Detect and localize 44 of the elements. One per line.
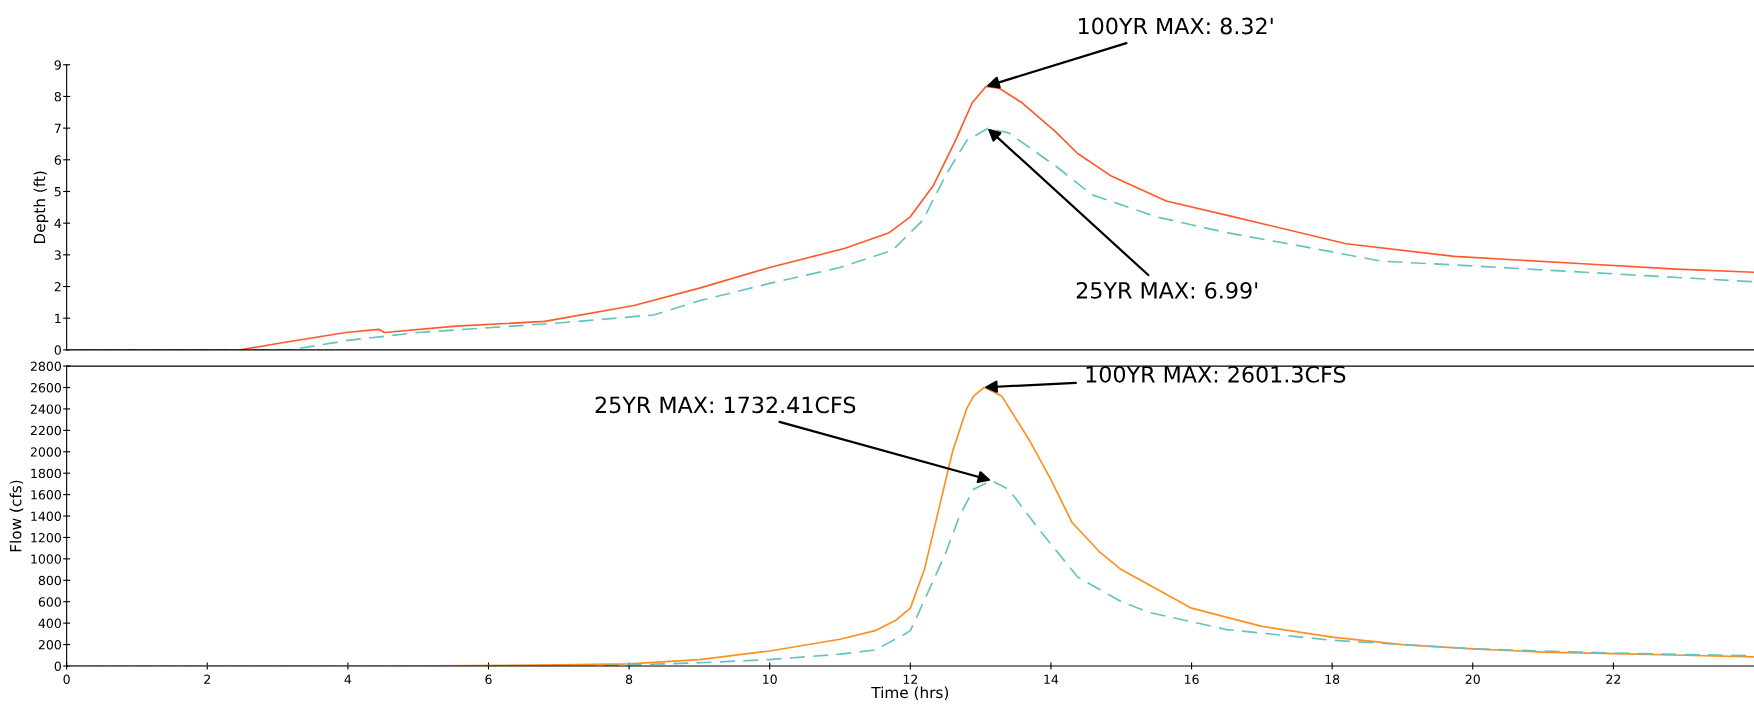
y-tick-label: 1600 bbox=[31, 490, 61, 500]
y-tick-label: 9 bbox=[54, 60, 61, 70]
y-tick-label: 2400 bbox=[30, 404, 61, 414]
y-tick-label: 2200 bbox=[30, 425, 61, 436]
y-tick-label: 2800 bbox=[30, 361, 61, 372]
x-tick-label: 4 bbox=[344, 674, 352, 684]
y-tick-label: 1800 bbox=[31, 468, 61, 479]
y-tick-label: 2600 bbox=[30, 382, 61, 393]
y-tick-label: 7 bbox=[54, 123, 61, 133]
x-tick-label: 6 bbox=[485, 674, 492, 684]
x-tick-label: 0 bbox=[63, 674, 70, 684]
y-tick-label: 6 bbox=[54, 155, 61, 165]
y-tick-label: 1 bbox=[55, 313, 61, 323]
y-tick-label: 600 bbox=[38, 597, 61, 607]
x-tick-label: 16 bbox=[1184, 674, 1199, 684]
annotation: 25YR MAX: 6.99' bbox=[1076, 281, 1258, 299]
x-tick-label: 20 bbox=[1465, 674, 1480, 684]
y-tick-label: 8 bbox=[54, 91, 61, 102]
y-tick-label: 2000 bbox=[30, 447, 61, 457]
x-tick-label: 8 bbox=[625, 674, 633, 684]
annotation: 100YR MAX: 8.32' bbox=[1078, 17, 1273, 35]
y-tick-label: 1000 bbox=[31, 554, 61, 564]
x-axis-title: Time (hrs) bbox=[871, 686, 949, 701]
x-tick-label: 2 bbox=[204, 674, 210, 684]
y-tick-label: 200 bbox=[38, 640, 61, 650]
annotation: 100YR MAX: 2601.3CFS bbox=[1086, 365, 1346, 383]
x-tick-label: 10 bbox=[763, 674, 777, 684]
y-tick-label: 1200 bbox=[31, 532, 61, 543]
y-axis-title: Flow (cfs) bbox=[9, 480, 24, 552]
y-tick-label: 0 bbox=[54, 661, 61, 671]
x-tick-label: 12 bbox=[903, 674, 918, 684]
y-tick-label: 4 bbox=[54, 218, 62, 228]
y-tick-label: 400 bbox=[38, 618, 61, 629]
y-tick-label: 2 bbox=[54, 282, 61, 292]
y-tick-label: 0 bbox=[54, 345, 61, 355]
y-tick-label: 800 bbox=[38, 575, 61, 586]
y-tick-label: 3 bbox=[54, 250, 61, 260]
y-tick-label: 5 bbox=[54, 187, 61, 197]
y-tick-label: 1400 bbox=[31, 511, 61, 521]
x-tick-label: 18 bbox=[1325, 674, 1340, 684]
x-tick-label: 14 bbox=[1044, 674, 1059, 684]
x-tick-label: 22 bbox=[1606, 674, 1621, 684]
y-axis-title: Depth (ft) bbox=[33, 171, 49, 244]
annotation: 25YR MAX: 1732.41CFS bbox=[595, 396, 856, 414]
